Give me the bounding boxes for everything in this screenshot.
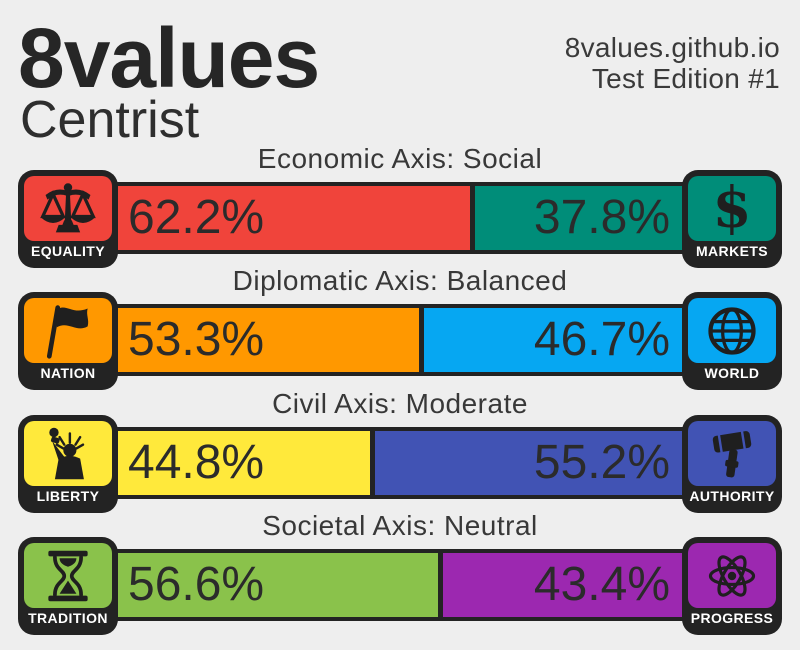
hourglass-icon <box>48 550 88 601</box>
authority-segment: 55.2% <box>370 431 688 495</box>
progress-segment: 43.4% <box>438 553 688 617</box>
tradition-percent: 56.6% <box>128 558 265 611</box>
nation-tile: NATION <box>18 292 118 390</box>
markets-percent: 37.8% <box>533 191 670 244</box>
liberty-tile-face <box>24 421 112 486</box>
balance-scale-icon <box>40 182 96 232</box>
world-label: WORLD <box>704 365 760 381</box>
civil-bar: 44.8% 55.2% <box>108 427 692 499</box>
markets-tile: $ MARKETS <box>682 170 782 268</box>
axis-title-diplomatic: Diplomatic Axis: Balanced <box>232 265 568 296</box>
axis-title-economic: Economic Axis: Social <box>257 143 543 174</box>
tradition-tile-face <box>24 543 112 608</box>
progress-tile-face <box>688 543 776 608</box>
tradition-label: TRADITION <box>28 610 108 626</box>
equality-label: EQUALITY <box>31 243 105 259</box>
atom-icon <box>708 554 756 597</box>
site-info: 8values.github.io Test Edition #1 <box>565 32 780 94</box>
diplomatic-bar: 53.3% 46.7% <box>108 304 692 376</box>
axis-row-economic: Economic Axis: Social 62.2% 37.8% <box>0 143 800 268</box>
gavel-icon <box>712 430 752 477</box>
flag-icon <box>46 304 89 359</box>
societal-bar: 56.6% 43.4% <box>108 549 692 621</box>
liberty-label: LIBERTY <box>36 488 100 504</box>
svg-text:$: $ <box>712 180 751 238</box>
world-percent: 46.7% <box>533 313 670 366</box>
nation-label: NATION <box>40 365 96 381</box>
axis-title-civil: Civil Axis: Moderate <box>272 388 528 419</box>
globe-icon <box>708 306 756 355</box>
world-tile-face <box>688 298 776 363</box>
markets-segment: 37.8% <box>470 186 688 250</box>
liberty-tile: LIBERTY <box>18 415 118 513</box>
nation-percent: 53.3% <box>128 313 265 366</box>
liberty-percent: 44.8% <box>128 436 265 489</box>
equality-percent: 62.2% <box>128 191 265 244</box>
progress-label: PROGRESS <box>690 610 774 626</box>
world-segment: 46.7% <box>419 308 688 372</box>
axis-title-societal: Societal Axis: Neutral <box>262 510 538 541</box>
equality-segment: 62.2% <box>112 186 471 250</box>
axis-row-diplomatic: Diplomatic Axis: Balanced 53.3% 46.7% NA… <box>0 265 800 390</box>
equality-tile: EQUALITY <box>18 170 118 268</box>
nation-tile-face <box>24 298 112 363</box>
liberty-segment: 44.8% <box>112 431 371 495</box>
axis-row-civil: Civil Axis: Moderate 44.8% 55.2% <box>0 388 800 513</box>
authority-percent: 55.2% <box>533 436 670 489</box>
tradition-tile: TRADITION <box>18 537 118 635</box>
markets-tile-face: $ <box>688 176 776 241</box>
result-label: Centrist <box>20 91 200 149</box>
equality-tile-face <box>24 176 112 241</box>
edition-label: Test Edition #1 <box>591 63 780 94</box>
markets-label: MARKETS <box>695 243 769 259</box>
dollar-sign-icon: $ <box>712 180 751 238</box>
site-url: 8values.github.io <box>564 32 780 63</box>
authority-label: AUTHORITY <box>689 488 775 504</box>
authority-tile-face <box>688 421 776 486</box>
progress-tile: PROGRESS <box>682 537 782 635</box>
axis-row-societal: Societal Axis: Neutral 56.6% 43.4% <box>0 510 800 635</box>
tradition-segment: 56.6% <box>112 553 439 617</box>
economic-bar: 62.2% 37.8% <box>108 182 692 254</box>
page-title: 8values <box>18 11 320 105</box>
world-tile: WORLD <box>682 292 782 390</box>
nation-segment: 53.3% <box>112 308 419 372</box>
authority-tile: AUTHORITY <box>682 415 782 513</box>
statue-of-liberty-icon <box>49 427 85 479</box>
progress-percent: 43.4% <box>533 558 670 611</box>
